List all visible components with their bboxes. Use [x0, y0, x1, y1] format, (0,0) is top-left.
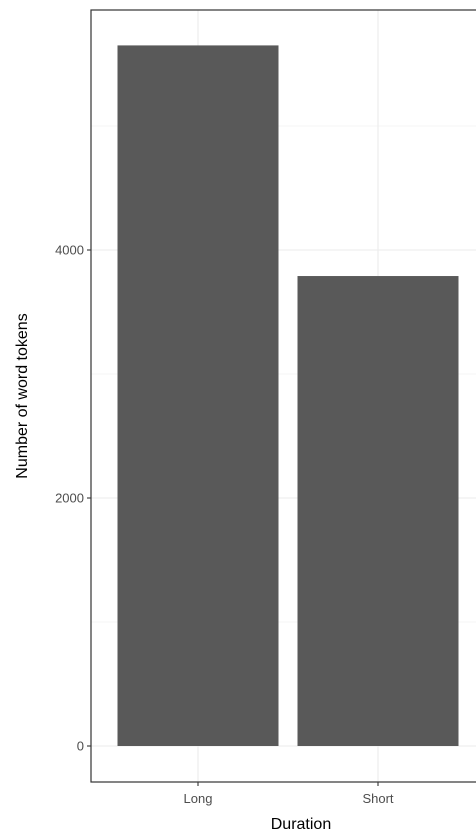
y-axis-title: Number of word tokens	[14, 313, 31, 478]
bars	[117, 45, 459, 746]
y-axis-ticks: 0 2000 4000	[55, 243, 91, 754]
y-tick-label: 0	[77, 739, 84, 754]
bar-short	[297, 276, 459, 746]
panel-border	[90, 9, 476, 783]
y-tick-label: 2000	[55, 491, 84, 506]
x-axis-ticks: Long Short	[184, 782, 394, 806]
x-axis-title: Duration	[271, 816, 331, 833]
x-tick-label: Long	[184, 791, 213, 806]
y-tick-label: 4000	[55, 243, 84, 258]
x-tick-label: Short	[362, 791, 393, 806]
bar-long	[117, 45, 279, 746]
